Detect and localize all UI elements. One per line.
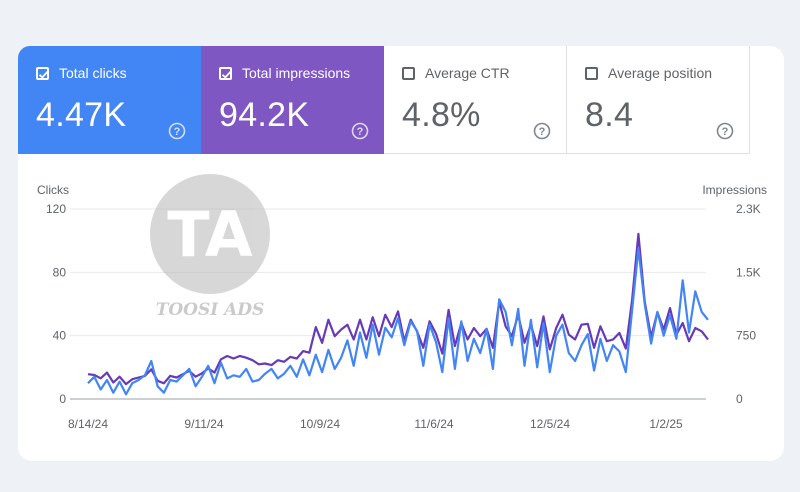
x-tick-label: 10/9/24 [300, 417, 340, 431]
metric-total-clicks[interactable]: Total clicks 4.47K ? [18, 46, 201, 154]
x-tick-label: 9/11/24 [184, 417, 223, 431]
checkbox-checked-icon[interactable] [219, 67, 232, 80]
checkbox-unchecked-icon[interactable] [402, 67, 415, 80]
svg-text:?: ? [722, 126, 729, 138]
metric-total-impressions[interactable]: Total impressions 94.2K ? [201, 46, 384, 154]
x-tick-label: 8/14/24 [68, 417, 108, 431]
checkbox-checked-icon[interactable] [36, 67, 49, 80]
svg-text:?: ? [539, 126, 546, 138]
metric-label: Average CTR [425, 65, 510, 81]
series-line-clicks [87, 247, 709, 396]
metric-tabs: Total clicks 4.47K ? Total impressions 9… [18, 46, 752, 154]
help-icon[interactable]: ? [351, 122, 369, 140]
metric-value: 4.47K [36, 96, 127, 134]
x-tick-label: 11/6/24 [414, 417, 453, 431]
svg-text:?: ? [174, 126, 181, 138]
x-tick-label: 1/2/25 [649, 417, 683, 431]
metric-value: 8.4 [585, 96, 634, 134]
y-right-tick-label: 2.3K [736, 202, 761, 216]
metric-average-position[interactable]: Average position 8.4 ? [567, 46, 750, 154]
x-tick-label: 12/5/24 [530, 417, 570, 431]
y-left-tick-label: 120 [46, 202, 66, 216]
help-icon[interactable]: ? [168, 122, 186, 140]
y-right-tick-label: 750 [736, 329, 756, 343]
metric-value: 94.2K [219, 96, 310, 134]
y-left-tick-label: 0 [59, 392, 66, 406]
y-right-axis-label: Impressions [702, 183, 767, 197]
y-left-tick-label: 80 [53, 265, 67, 279]
watermark-logo: TA [167, 198, 252, 271]
metric-value: 4.8% [402, 96, 481, 134]
svg-text:?: ? [357, 126, 364, 138]
performance-chart: TA TOOSI ADS 0 0 40 750 80 1.5K 120 2.3K Clicks I… [37, 174, 767, 431]
y-right-tick-label: 1.5K [736, 265, 761, 279]
metric-average-ctr[interactable]: Average CTR 4.8% ? [384, 46, 567, 154]
checkbox-unchecked-icon[interactable] [585, 67, 598, 80]
toosi-ads-watermark: TA TOOSI ADS [150, 174, 270, 320]
watermark-text: TOOSI ADS [156, 300, 265, 320]
metric-label: Total clicks [59, 65, 127, 81]
help-icon[interactable]: ? [716, 122, 734, 140]
metric-label: Total impressions [242, 65, 351, 81]
y-right-tick-label: 0 [736, 392, 743, 406]
y-left-tick-label: 40 [53, 329, 67, 343]
y-left-axis-label: Clicks [37, 183, 69, 197]
help-icon[interactable]: ? [533, 122, 551, 140]
metric-label: Average position [608, 65, 713, 81]
